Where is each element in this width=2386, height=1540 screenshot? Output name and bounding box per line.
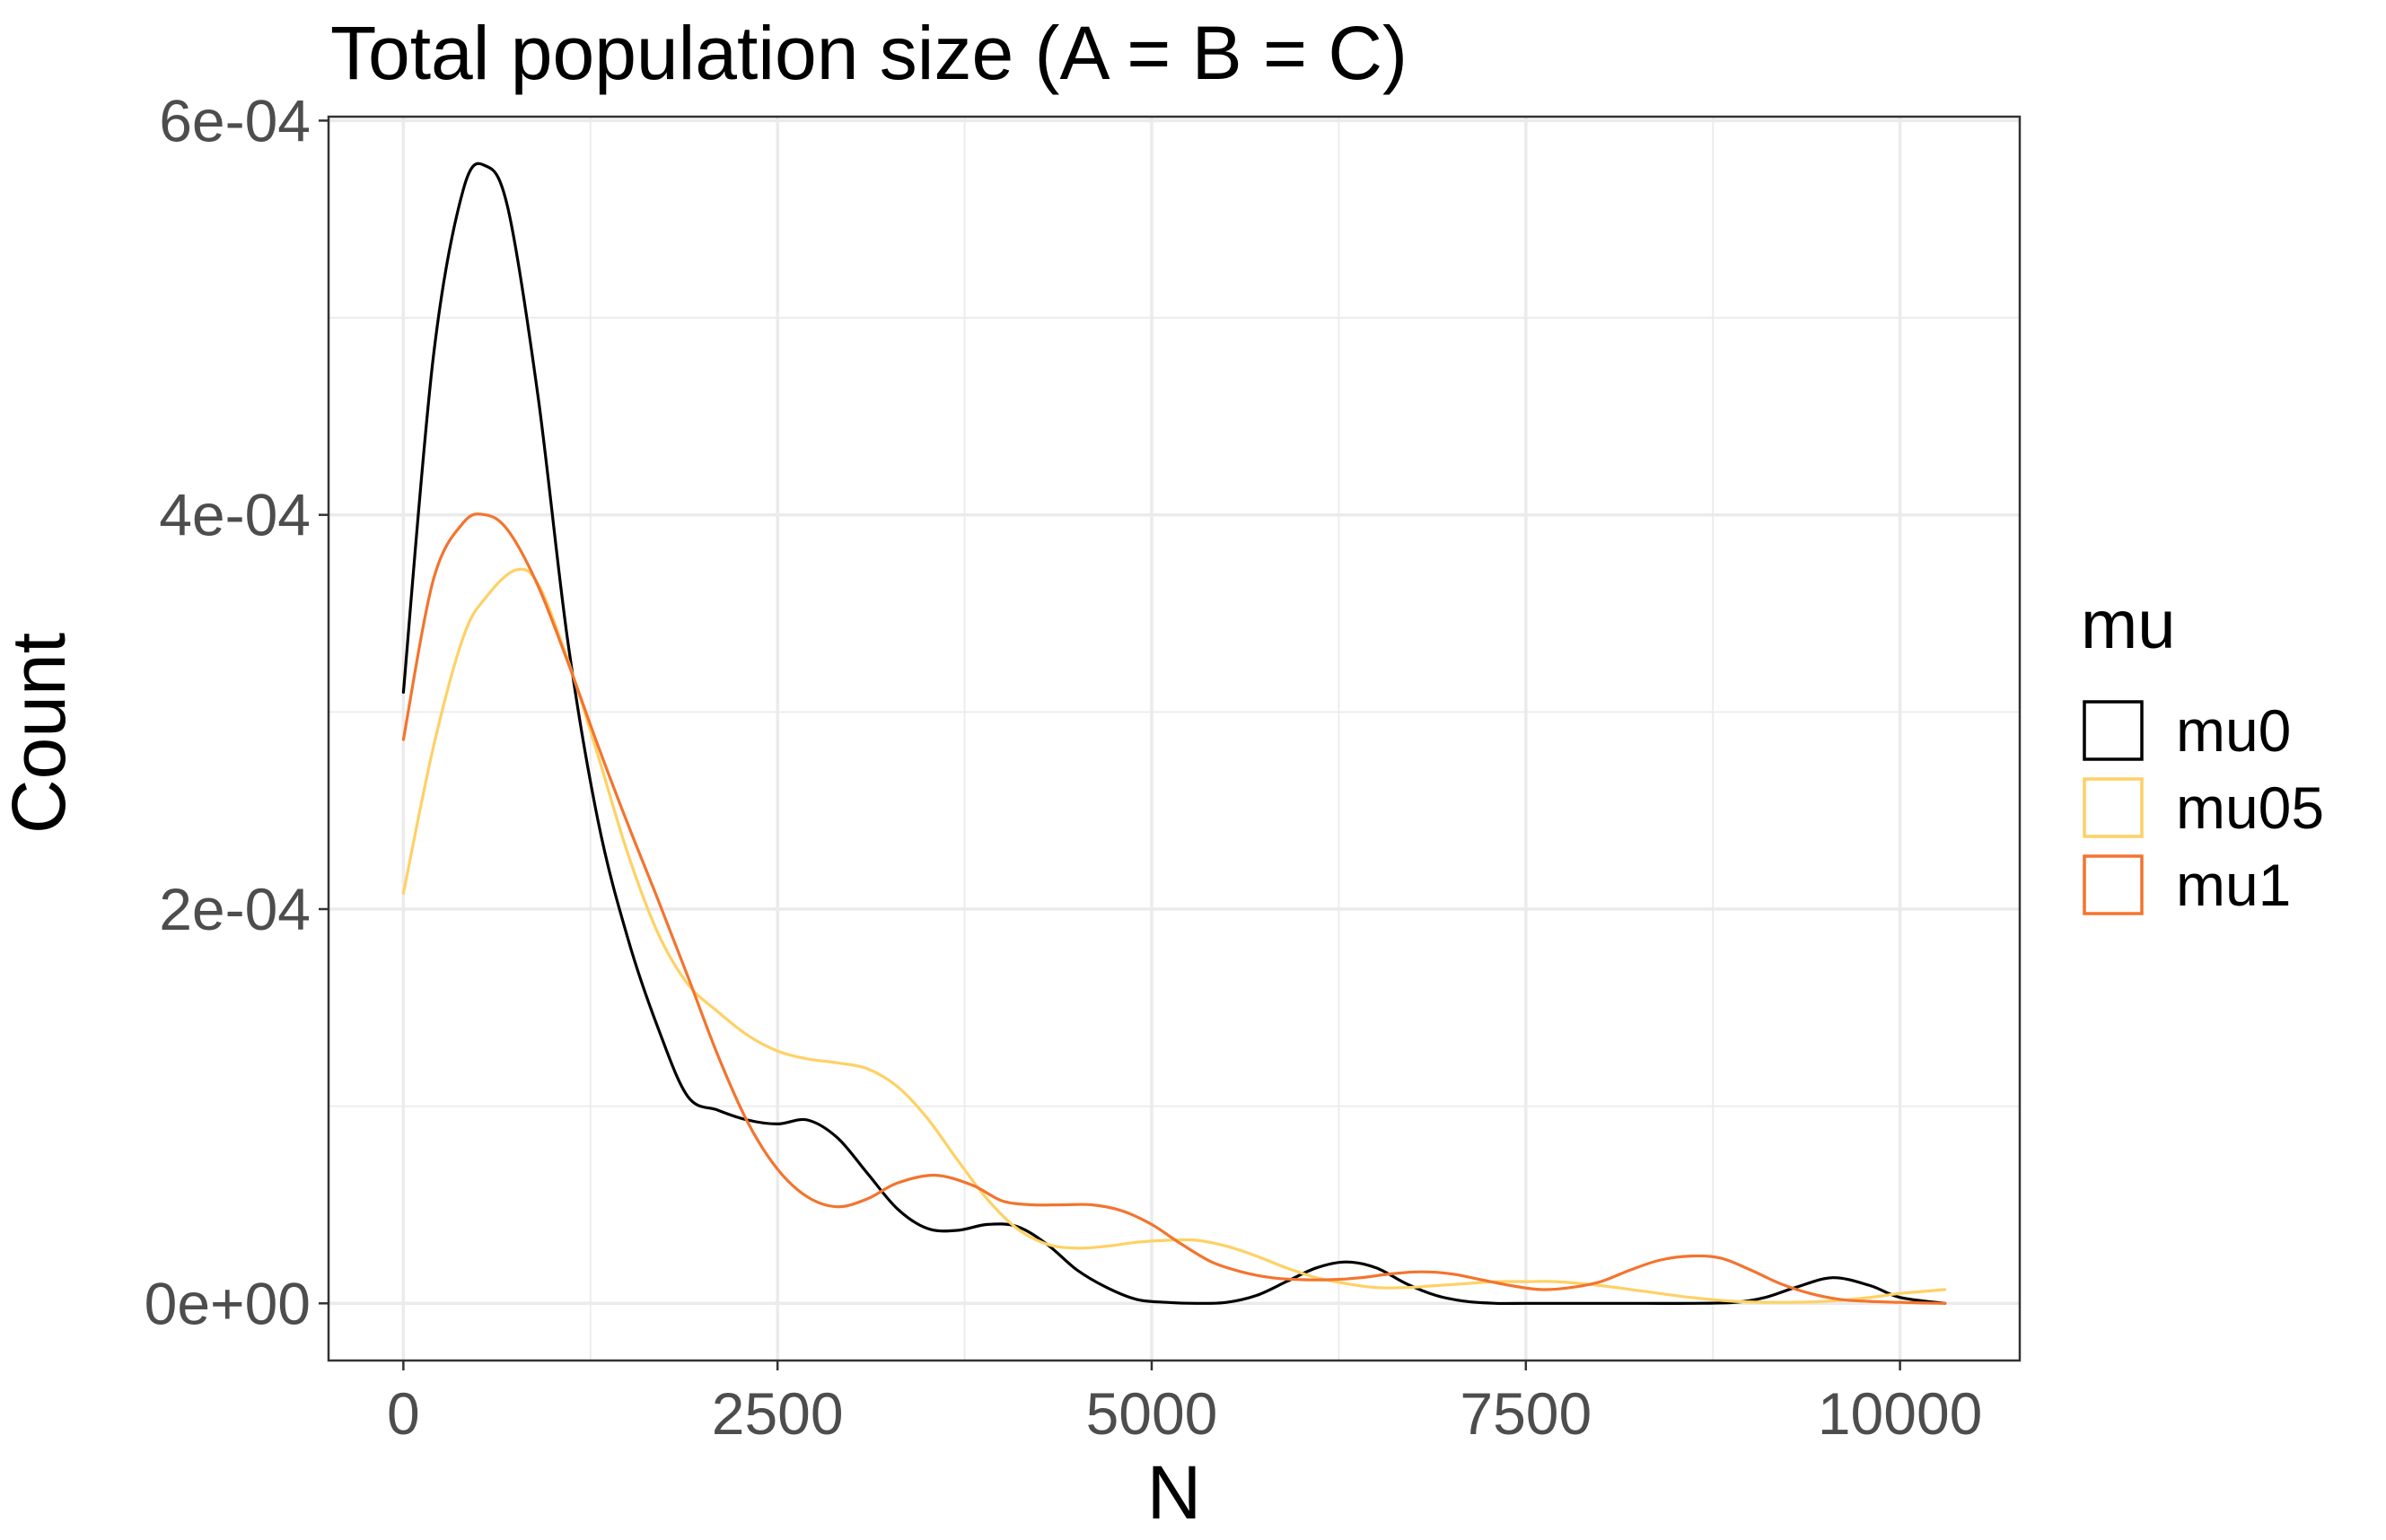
x-tick-label: 0 — [387, 1380, 420, 1447]
legend-label-mu0: mu0 — [2176, 697, 2291, 764]
y-tick-label: 2e-04 — [159, 876, 311, 942]
y-axis-title: Count — [0, 633, 81, 834]
legend-key-mu05 — [2083, 777, 2144, 838]
x-axis: 0 2500 5000 7500 10000 — [387, 1361, 1982, 1447]
legend-label-mu05: mu05 — [2176, 774, 2324, 841]
y-tick-label: 4e-04 — [159, 482, 311, 548]
legend-key-mu0 — [2083, 700, 2144, 761]
x-tick-label: 2500 — [712, 1380, 844, 1447]
legend-title: mu — [2081, 587, 2176, 663]
chart-title: Total population size (A = B = C) — [330, 11, 1408, 95]
x-tick-label: 10000 — [1818, 1380, 1983, 1447]
y-tick-label: 6e-04 — [159, 87, 311, 153]
x-tick-label: 7500 — [1460, 1380, 1592, 1447]
plot-panel — [327, 115, 2022, 1362]
x-tick-label: 5000 — [1086, 1380, 1218, 1447]
y-axis: 0e+00 2e-04 4e-04 6e-04 — [145, 87, 329, 1336]
y-tick-label: 0e+00 — [145, 1270, 311, 1336]
legend-label-mu1: mu1 — [2176, 852, 2291, 918]
series-line-mu1 — [401, 512, 1947, 1305]
legend: mu mu0 mu05 mu1 — [2081, 587, 2324, 918]
x-axis-title: N — [1147, 1450, 1202, 1535]
panel-border — [327, 115, 2022, 1362]
legend-key-mu1 — [2083, 854, 2144, 915]
